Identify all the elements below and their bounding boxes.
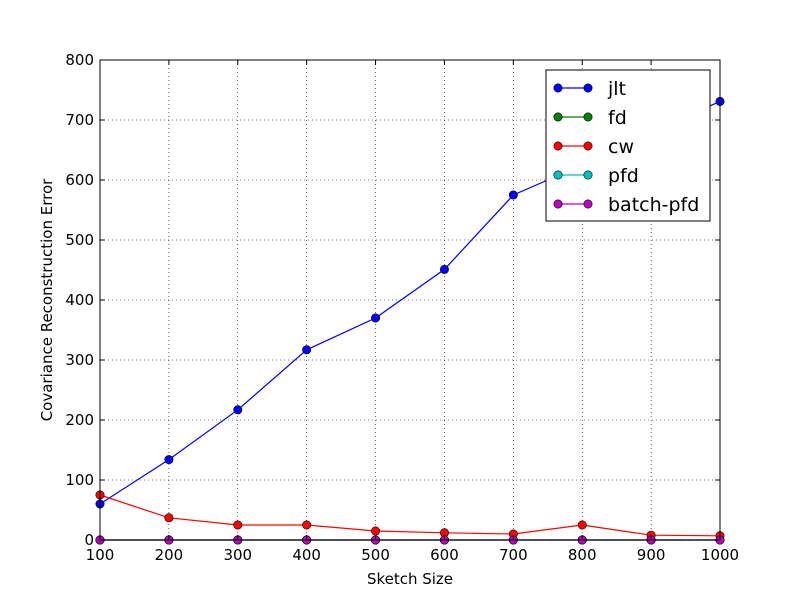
y-tick-label: 400	[65, 291, 94, 309]
x-tick-label: 200	[155, 546, 184, 564]
legend-marker-jlt	[583, 83, 593, 93]
data-point-jlt	[508, 190, 518, 200]
x-tick-label: 800	[568, 546, 597, 564]
y-tick-label: 100	[65, 471, 94, 489]
y-tick-label: 800	[65, 51, 94, 69]
legend-marker-cw	[583, 141, 593, 151]
legend-marker-jlt	[553, 83, 563, 93]
y-tick-label: 0	[84, 531, 94, 549]
data-point-cw	[577, 520, 587, 530]
x-tick-label: 900	[637, 546, 666, 564]
series-line-cw	[99, 494, 721, 537]
legend-marker-cw	[553, 141, 563, 151]
y-tick-label: 700	[65, 111, 94, 129]
x-tick-label: 100	[86, 546, 115, 564]
legend-marker-fd	[553, 112, 563, 122]
data-point-jlt	[164, 455, 174, 465]
legend-label-batch-pfd: batch-pfd	[608, 194, 699, 216]
legend-marker-batch-pfd	[583, 199, 593, 209]
axis-ticks: 100 200 300 400 500 600 700 800 900 1000010020030…	[65, 51, 739, 564]
data-point-cw	[164, 513, 174, 523]
legend-label-jlt: jlt	[607, 78, 626, 100]
legend-label-cw: cw	[608, 136, 634, 158]
data-point-cw	[371, 526, 381, 536]
data-point-cw	[302, 520, 312, 530]
data-point-jlt	[439, 264, 449, 274]
y-tick-label: 200	[65, 411, 94, 429]
data-point-jlt	[233, 405, 243, 415]
legend-label-fd: fd	[608, 107, 627, 129]
x-tick-label: 700	[499, 546, 528, 564]
x-tick-label: 500	[361, 546, 390, 564]
y-tick-label: 300	[65, 351, 94, 369]
x-tick-label: 600	[430, 546, 459, 564]
y-axis-title: Covariance Reconstruction Error	[38, 178, 56, 421]
x-tick-label: 400	[292, 546, 321, 564]
legend-label-pfd: pfd	[608, 165, 639, 187]
data-point-jlt	[371, 313, 381, 323]
data-point-cw	[233, 520, 243, 530]
legend-marker-pfd	[583, 170, 593, 180]
x-tick-label: 1000	[701, 546, 739, 564]
legend-marker-fd	[583, 112, 593, 122]
legend: jlt fd cw pfd batch-pfd	[545, 69, 711, 222]
y-tick-label: 500	[65, 231, 94, 249]
x-tick-label: 300	[223, 546, 252, 564]
legend-marker-pfd	[553, 170, 563, 180]
data-point-jlt	[302, 345, 312, 355]
x-axis-title: Sketch Size	[367, 570, 453, 588]
y-tick-label: 600	[65, 171, 94, 189]
legend-marker-batch-pfd	[553, 199, 563, 209]
